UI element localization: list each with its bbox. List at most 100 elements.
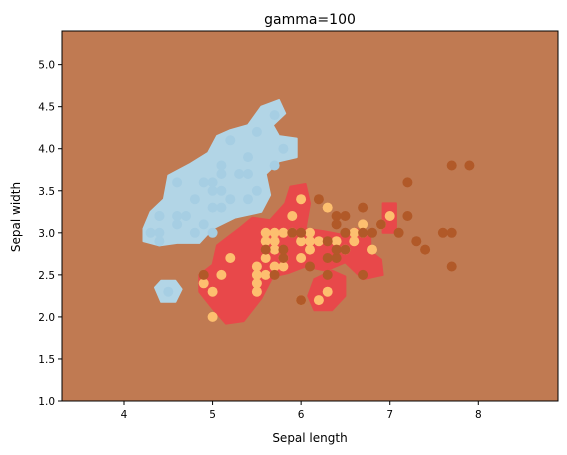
data-point-class1	[331, 236, 342, 247]
data-point-class0	[243, 152, 253, 163]
x-tick-label: 6	[298, 409, 305, 421]
data-point-class2	[367, 227, 377, 238]
data-point-class2	[331, 211, 342, 221]
data-point-class1	[269, 227, 280, 238]
data-point-class2	[260, 244, 271, 255]
data-point-class2	[322, 236, 333, 247]
data-point-class0	[216, 160, 227, 171]
data-point-class1	[313, 295, 324, 306]
y-tick-label: 3.0	[38, 228, 55, 240]
data-point-class1	[278, 227, 289, 238]
data-point-class1	[251, 269, 262, 280]
data-point-class0	[198, 219, 209, 230]
data-point-class2	[411, 236, 422, 247]
data-point-class0	[145, 227, 156, 238]
data-point-class0	[243, 194, 253, 205]
data-point-class1	[358, 219, 369, 230]
data-point-class2	[375, 219, 386, 230]
data-point-class0	[278, 143, 289, 154]
y-tick-label: 5.0	[38, 60, 55, 72]
data-point-class2	[402, 177, 413, 188]
data-point-class1	[207, 286, 218, 297]
data-point-class1	[251, 286, 262, 297]
data-point-class2	[322, 269, 333, 280]
data-point-class1	[349, 236, 360, 247]
data-point-class0	[154, 227, 165, 238]
data-point-class0	[243, 169, 253, 179]
data-point-class0	[225, 135, 236, 146]
data-point-class0	[251, 185, 262, 196]
data-point-class0	[269, 160, 280, 171]
x-tick-label: 4	[121, 409, 128, 421]
data-point-class2	[358, 269, 369, 280]
data-point-class1	[305, 244, 315, 255]
y-tick-label: 3.5	[38, 186, 55, 198]
data-point-class2	[305, 261, 315, 272]
data-point-class2	[331, 219, 342, 230]
data-point-class2	[331, 244, 342, 255]
data-point-class1	[322, 286, 333, 297]
data-point-class0	[163, 286, 174, 297]
data-point-class1	[216, 269, 227, 280]
data-point-class2	[313, 194, 324, 205]
data-point-class0	[207, 227, 218, 238]
data-point-class0	[207, 202, 218, 213]
data-point-class1	[305, 227, 315, 238]
x-tick-label: 7	[386, 409, 393, 421]
data-point-class2	[322, 253, 333, 263]
data-point-class2	[446, 261, 457, 272]
data-point-class0	[216, 169, 227, 179]
x-tick-label: 8	[475, 409, 482, 421]
data-point-class0	[251, 126, 262, 137]
data-point-class2	[358, 227, 369, 238]
y-axis: 1.0 1.5 2.0 2.5 3.0 3.5 4.0 4.5 5.0	[38, 60, 62, 408]
data-point-class0	[225, 194, 236, 205]
y-axis-label: Sepal width	[9, 182, 23, 252]
data-point-class1	[287, 211, 298, 221]
data-point-class2	[287, 227, 298, 238]
data-point-class1	[384, 211, 395, 221]
data-point-class2	[437, 227, 448, 238]
data-point-class2	[278, 253, 289, 263]
data-point-class0	[172, 177, 183, 188]
data-point-class1	[260, 227, 271, 238]
data-point-class2	[464, 160, 475, 171]
decision-region-class2	[62, 31, 558, 401]
data-point-class2	[358, 202, 369, 213]
y-tick-label: 1.0	[38, 396, 55, 408]
data-point-class0	[198, 177, 209, 188]
data-point-class2	[402, 211, 413, 221]
data-point-class1	[278, 261, 289, 272]
data-point-class0	[216, 185, 227, 196]
y-tick-label: 2.0	[38, 312, 55, 324]
data-point-class1	[296, 194, 307, 205]
data-point-class2	[269, 269, 280, 280]
y-tick-label: 4.0	[38, 144, 55, 156]
data-point-class2	[446, 160, 457, 171]
data-point-class1	[251, 261, 262, 272]
data-point-class1	[367, 244, 377, 255]
data-point-class0	[154, 211, 165, 221]
data-point-class0	[207, 177, 218, 188]
data-point-class1	[322, 202, 333, 213]
y-tick-label: 1.5	[38, 354, 55, 366]
data-point-class0	[172, 219, 183, 230]
data-point-class0	[189, 227, 200, 238]
data-point-class2	[278, 244, 289, 255]
data-point-class2	[340, 227, 351, 238]
y-tick-label: 4.5	[38, 102, 55, 114]
x-axis-label: Sepal length	[272, 431, 347, 445]
data-point-class1	[198, 278, 209, 289]
data-point-class0	[269, 110, 280, 121]
data-point-class1	[225, 253, 236, 263]
data-point-class1	[269, 261, 280, 272]
data-point-class0	[207, 185, 218, 196]
data-point-class1	[251, 278, 262, 289]
data-point-class1	[349, 227, 360, 238]
data-point-class2	[296, 295, 307, 306]
data-point-class2	[393, 227, 404, 238]
plot-area	[61, 30, 559, 402]
data-point-class1	[207, 311, 218, 322]
data-point-class1	[269, 236, 280, 247]
